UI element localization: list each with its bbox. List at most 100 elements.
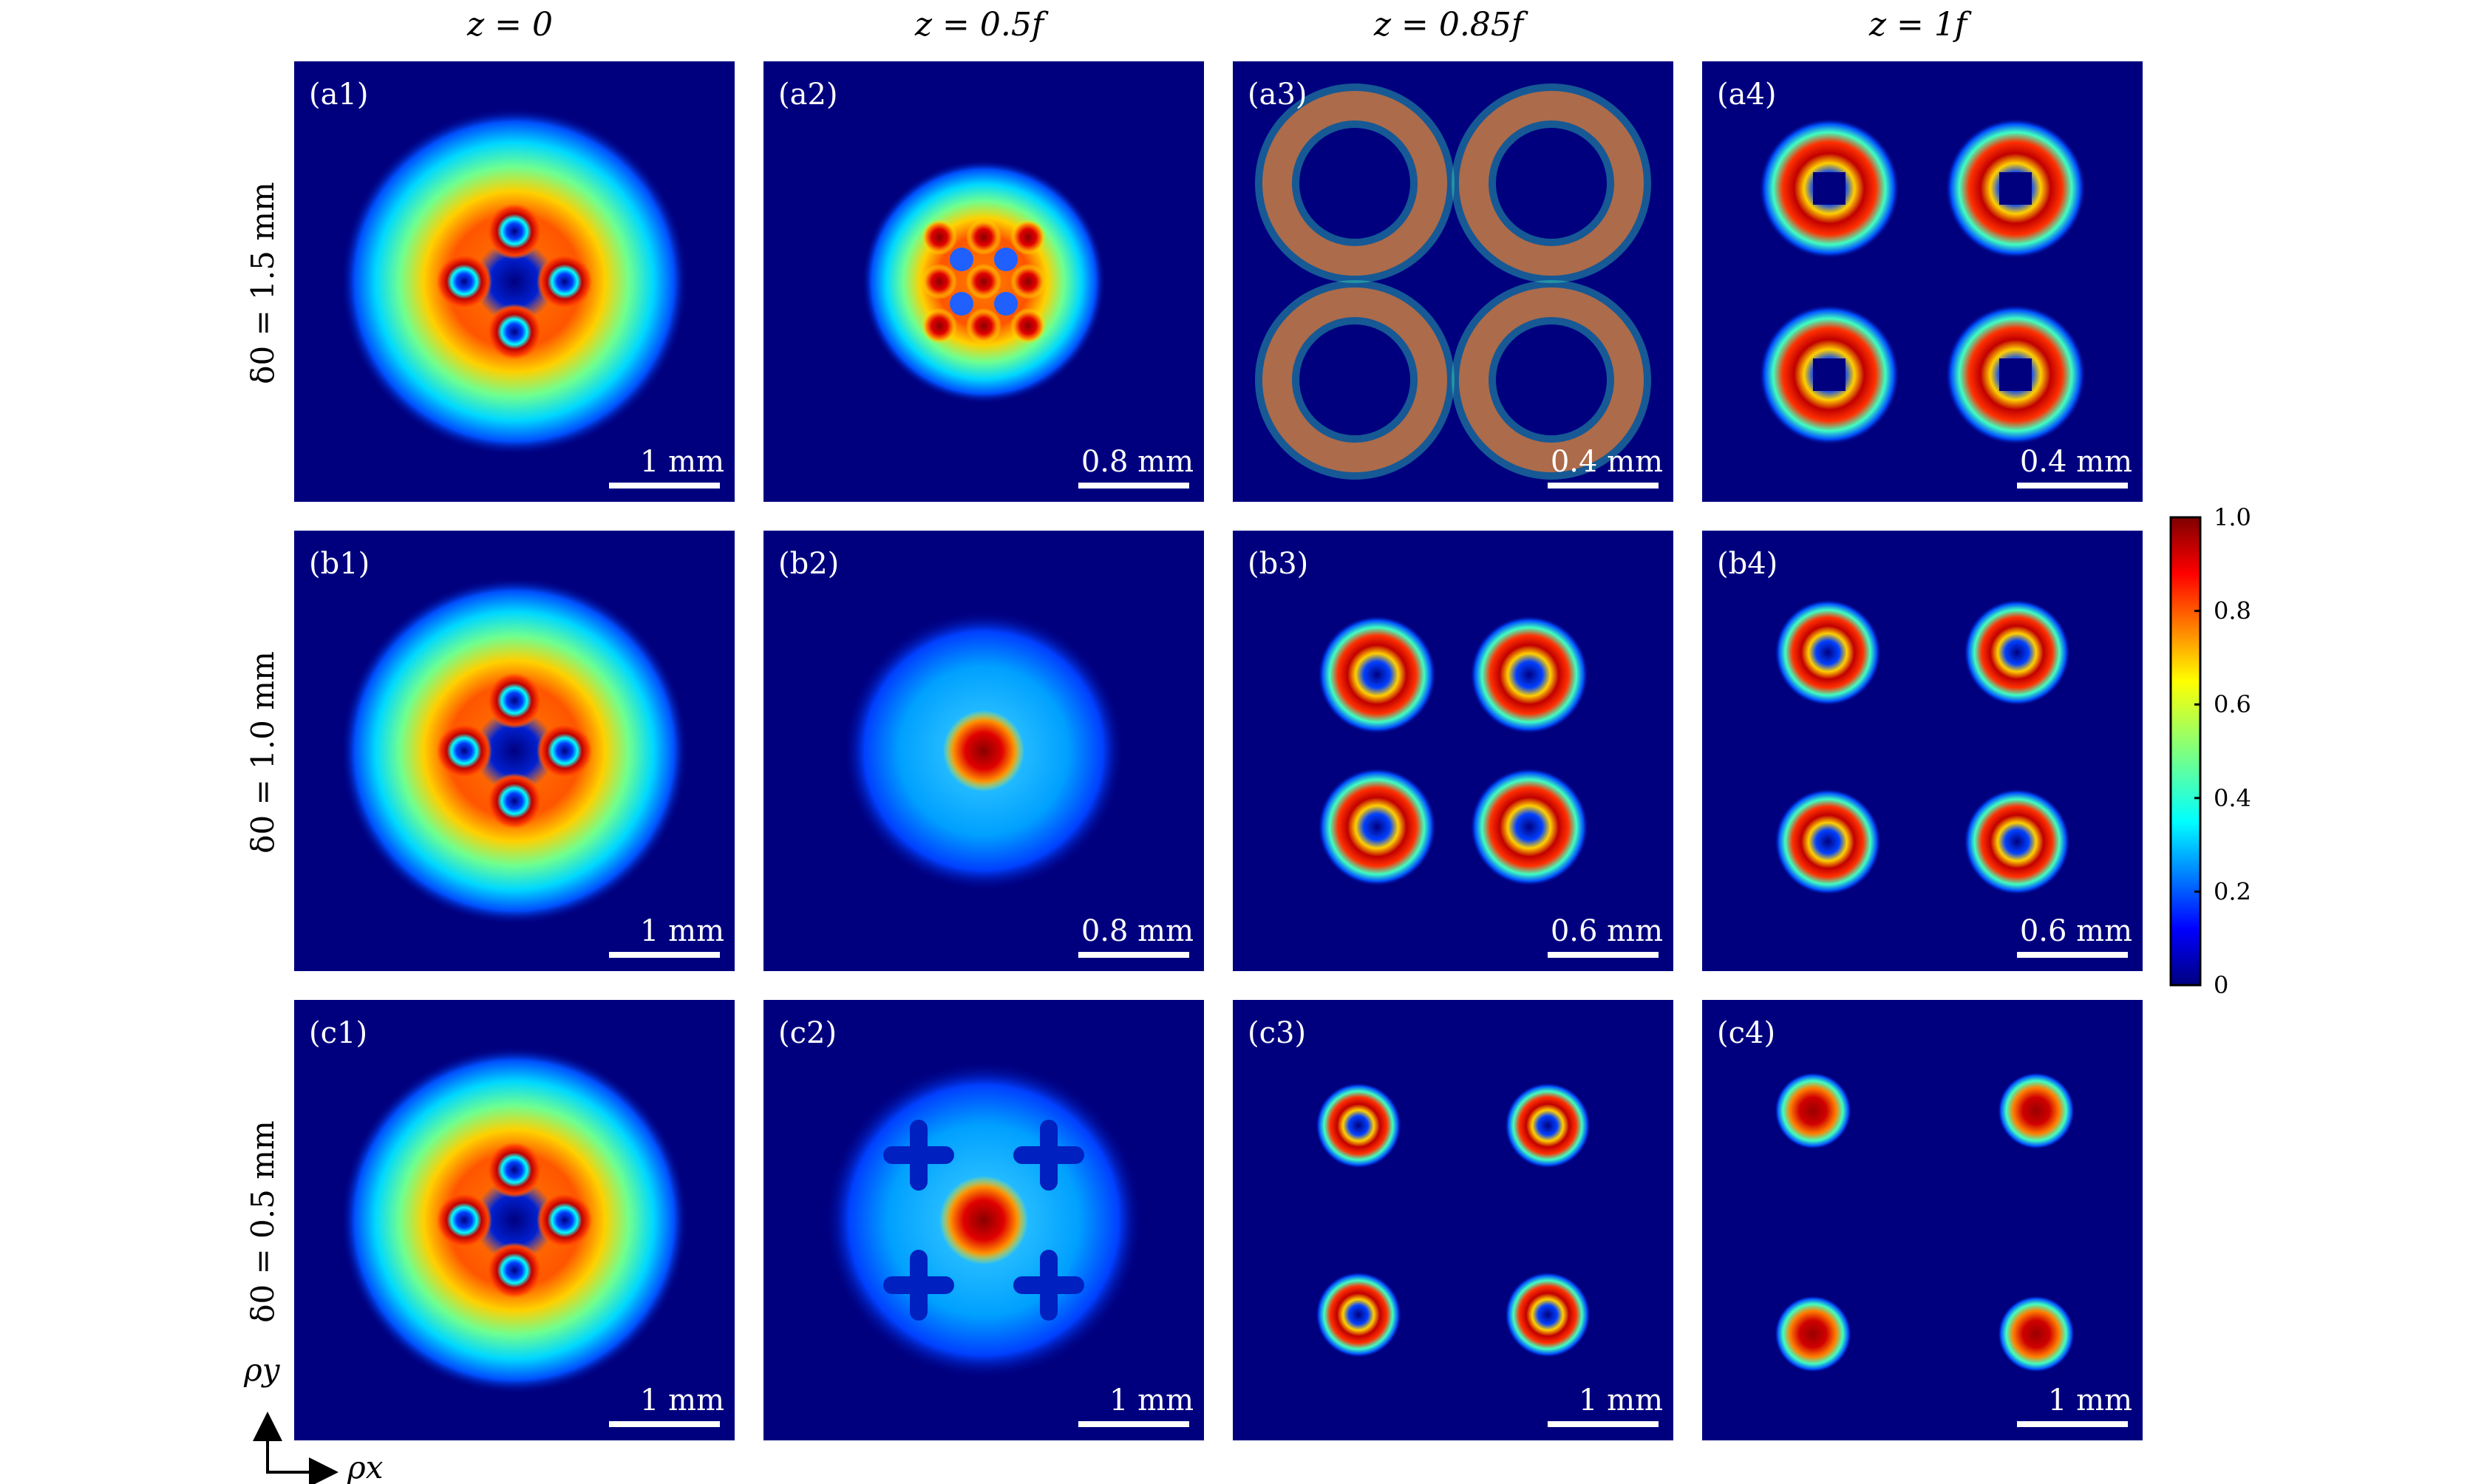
intensity-pattern [1775, 1072, 2075, 1372]
lattice-hole [950, 248, 973, 271]
ring [1775, 789, 1881, 895]
vortex-core [486, 1142, 542, 1198]
cross-arm [883, 1276, 954, 1294]
row-label-3: δ0 = 0.5 mm [245, 1120, 281, 1323]
scalebar-label: 1 mm [640, 1383, 724, 1417]
ring-halo [1452, 280, 1651, 480]
ring [1316, 1083, 1401, 1168]
panel-grid: (a1) 1 mm (a2) 0.8 mm (a3) 0.4 mm (a4) 0.4 mm (b… [294, 61, 2143, 1440]
scalebar [2017, 1421, 2128, 1427]
lattice-peak [966, 219, 1001, 255]
panel-a1: (a1) 1 mm [294, 61, 735, 502]
cross-arm [1013, 1146, 1084, 1164]
scalebar [609, 952, 720, 958]
panel-label: (a1) [309, 78, 369, 112]
panel-a3: (a3) 0.4 mm [1233, 61, 1673, 502]
ring-square-hole [1999, 172, 2032, 205]
scalebar-label: 1 mm [640, 914, 724, 948]
intensity-pattern [1759, 118, 2086, 445]
scalebar-label: 1 mm [1109, 1383, 1194, 1417]
center-hole [474, 1180, 555, 1261]
vortex-core [486, 203, 542, 259]
scalebar-label: 0.8 mm [1081, 445, 1194, 479]
ring [1316, 1272, 1401, 1358]
lattice-peak [966, 264, 1001, 299]
colorbar-tick-label: 0.4 [2214, 784, 2251, 812]
panel-b1: (b1) 1 mm [294, 531, 735, 971]
intensity-pattern [1775, 599, 2070, 895]
intensity-pattern [341, 1046, 688, 1394]
vortex-core [486, 673, 542, 729]
panel-label: (b2) [778, 547, 839, 581]
panel-label: (b4) [1717, 547, 1778, 581]
ring-halo [1255, 280, 1455, 480]
scalebar [1078, 1421, 1189, 1427]
panel-label: (c2) [778, 1016, 837, 1050]
intensity-pattern [1255, 84, 1651, 480]
lattice-peak [922, 308, 957, 344]
row-label-2: δ0 = 1.0 mm [245, 651, 281, 854]
panel-label: (c4) [1717, 1016, 1775, 1050]
lattice-hole [950, 292, 973, 316]
vortex-core [486, 304, 542, 360]
intensity-pattern [1318, 616, 1588, 886]
colorbar-tick-label: 0.6 [2214, 690, 2251, 718]
vortex-core [436, 253, 492, 310]
scalebar [2017, 483, 2128, 489]
ring-halo [1452, 84, 1651, 283]
column-header-3: z = 0.85f [1373, 6, 1528, 44]
x-axis-label: ρx [347, 1449, 384, 1484]
lattice-hole [994, 292, 1018, 316]
spot [1998, 1296, 2075, 1372]
ring-halo [1255, 84, 1455, 283]
column-header-4: z = 1f [1868, 6, 1972, 44]
panel-b4: (b4) 0.6 mm [1702, 531, 2143, 971]
cross-arm [1013, 1276, 1084, 1294]
lattice-peak [1010, 264, 1046, 299]
panel-c1: (c1) 1 mm [294, 1000, 735, 1440]
vortex-core [537, 1192, 593, 1248]
panel-b3: (b3) 0.6 mm [1233, 531, 1673, 971]
panel-label: (a2) [778, 78, 838, 112]
colorbar-gradient [2169, 516, 2202, 987]
center-peak [939, 1176, 1028, 1265]
lattice-peak [966, 308, 1001, 344]
scalebar-label: 1 mm [640, 445, 724, 479]
vortex-core [537, 253, 593, 310]
colorbar-tick-label: 0.2 [2214, 877, 2251, 905]
ring-lobe [1459, 91, 1644, 276]
scalebar [1548, 952, 1659, 958]
intensity-pattern [341, 108, 688, 455]
ring [1964, 599, 2070, 706]
spot [1775, 1072, 1851, 1149]
ring-lobe [1262, 287, 1447, 472]
axis-indicator: ρy ρx [243, 1352, 384, 1484]
colorbar-tick-label: 0 [2214, 971, 2228, 999]
panel-c2: (c2) 1 mm [763, 1000, 1204, 1440]
scalebar [1548, 1421, 1659, 1427]
panel-a2: (a2) 0.8 mm [763, 61, 1204, 502]
scalebar-label: 1 mm [2048, 1383, 2132, 1417]
scalebar-label: 0.4 mm [1551, 445, 1663, 479]
scalebar-label: 0.6 mm [1551, 914, 1663, 948]
scalebar [1078, 483, 1189, 489]
vortex-core [537, 723, 593, 779]
panel-label: (b3) [1248, 547, 1308, 581]
lattice-peak [1010, 308, 1046, 344]
scalebar [609, 483, 720, 489]
panel-label: (a4) [1717, 78, 1777, 112]
ring-square-hole [1813, 172, 1846, 205]
intensity-pattern [843, 610, 1124, 891]
lattice-peak [1010, 219, 1046, 255]
lattice-hole [994, 248, 1018, 271]
scalebar [609, 1421, 720, 1427]
panel-background [1702, 1000, 2143, 1440]
ring [1470, 616, 1588, 734]
column-header-1: z = 0 [466, 6, 553, 44]
panel-background [1702, 61, 2143, 502]
ring [1470, 768, 1588, 886]
row-label-1: δ0 = 1.5 mm [245, 182, 281, 384]
y-axis-label: ρy [243, 1352, 281, 1388]
vortex-core [436, 723, 492, 779]
lattice-peak [922, 264, 957, 299]
